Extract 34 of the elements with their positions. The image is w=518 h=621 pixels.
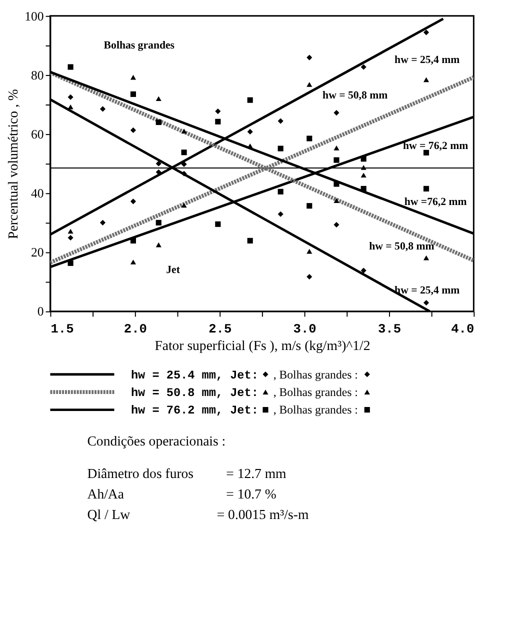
text: = 0.0015 m³/s-m — [216, 506, 309, 522]
y-tick-label: 40 — [31, 186, 44, 201]
x-tick-label: 2.5 — [208, 321, 232, 336]
annotation: hw = 50,8 mm — [369, 240, 434, 252]
annotation: Bolhas grandes — [104, 39, 175, 52]
y-tick-label: 60 — [31, 127, 44, 142]
annotation: hw = 50,8 mm — [322, 90, 388, 102]
text: Ah/Aa — [87, 486, 124, 502]
text: Condições operacionais : — [87, 434, 226, 449]
x-tick-label: 4.0 — [451, 321, 474, 336]
text: Ql / Lw — [87, 506, 130, 522]
x-tick-label: 2.0 — [124, 321, 147, 336]
annotation: Jet — [166, 264, 180, 276]
y-axis-title: Percentual volumétrico , % — [6, 89, 21, 240]
x-tick-label: 3.0 — [293, 321, 316, 336]
legend-label: hw = 76.2 mm, Jet: — [130, 404, 258, 418]
y-tick-label: 80 — [31, 68, 44, 82]
text: Diâmetro dos furos — [87, 466, 194, 482]
legend-label: , Bolhas grandes : — [273, 367, 358, 382]
annotation: hw = 76,2 mm — [403, 140, 468, 152]
legend-label: hw = 25.4 mm, Jet: — [130, 368, 258, 382]
y-tick-label: 20 — [31, 246, 44, 260]
text: = 10.7 % — [226, 486, 276, 502]
text: = 12.7 mm — [226, 466, 287, 482]
y-tick-label: 0 — [37, 304, 44, 319]
y-tick-label: 100 — [24, 9, 44, 24]
annotation: hw = 25,4 mm — [394, 54, 460, 66]
x-tick-label: 1.5 — [50, 321, 74, 336]
x-axis-title: Fator superficial (Fs ), m/s (kg/m³)^1/2 — [154, 338, 370, 354]
legend-label: , Bolhas grandes : — [273, 402, 358, 417]
legend-label: , Bolhas grandes : — [273, 385, 358, 400]
x-tick-label: 3.5 — [378, 321, 402, 336]
legend-label: hw = 50.8 mm, Jet: — [130, 386, 258, 400]
annotation: hw =76,2 mm — [404, 196, 467, 208]
